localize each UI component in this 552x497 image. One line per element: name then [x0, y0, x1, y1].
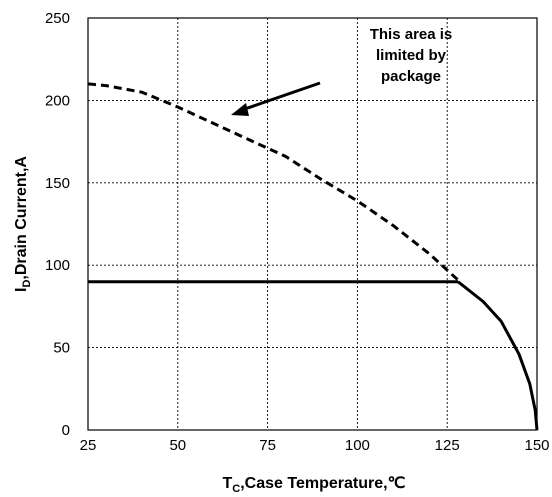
- y-tick-label: 100: [45, 257, 70, 274]
- y-axis-title-sub: D: [21, 280, 33, 288]
- x-axis-title-rest: ,Case Temperature,℃: [240, 475, 405, 492]
- annotation: This area is limited by package: [231, 26, 452, 116]
- x-tick-label: 125: [435, 437, 460, 454]
- y-tick-label: 150: [45, 175, 70, 192]
- x-axis-title-sub: C: [232, 483, 240, 495]
- series-group: [87, 82, 539, 431]
- annotation-line-2: limited by: [376, 47, 447, 64]
- grid: [88, 18, 537, 430]
- annotation-arrow-shaft: [241, 81, 321, 112]
- x-axis-title: TC,Case Temperature,℃: [222, 475, 405, 495]
- x-tick-label: 25: [80, 437, 97, 454]
- y-tick-label: 250: [45, 10, 70, 27]
- x-tick-label: 100: [345, 437, 370, 454]
- y-axis-title: ID,Drain Current,A: [13, 156, 33, 292]
- x-axis-title-main: T: [222, 475, 232, 492]
- x-tick-label: 50: [169, 437, 186, 454]
- series-line-3: [457, 280, 539, 431]
- annotation-arrow-head: [231, 103, 249, 116]
- plot-frame: [87, 17, 538, 431]
- y-tick-label: 50: [53, 340, 70, 357]
- y-axis-title-main: I: [13, 288, 30, 292]
- series-line-1: [87, 82, 460, 282]
- y-tick-labels: 0 50 100 150 200 250: [45, 10, 70, 439]
- y-tick-label: 0: [62, 422, 70, 439]
- y-tick-label: 200: [45, 92, 70, 109]
- y-axis-title-rest: ,Drain Current,A: [13, 156, 30, 280]
- annotation-line-1: This area is: [370, 26, 453, 43]
- x-tick-label: 150: [524, 437, 549, 454]
- annotation-line-3: package: [381, 68, 441, 85]
- x-tick-labels: 25 50 75 100 125 150: [80, 437, 550, 454]
- x-tick-label: 75: [259, 437, 276, 454]
